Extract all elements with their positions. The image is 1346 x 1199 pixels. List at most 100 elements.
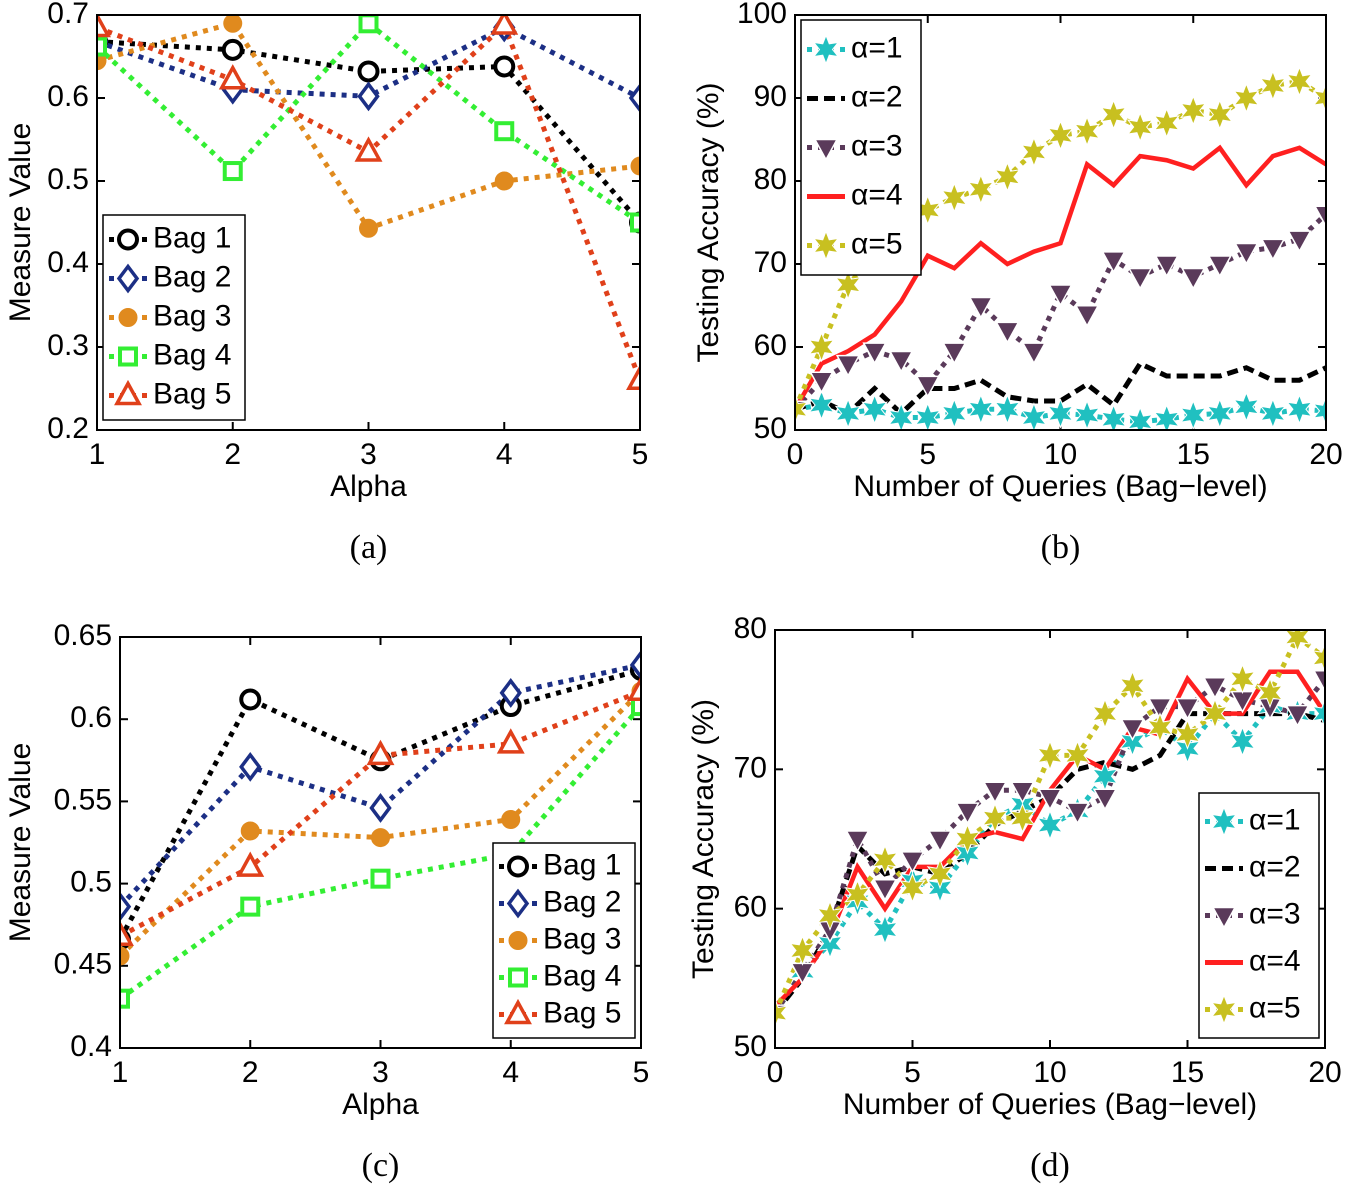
marker [1119,670,1146,702]
marker [1311,642,1325,674]
marker [1180,267,1206,291]
legend-marker [508,931,528,950]
x-tick-label: 0 [767,1056,784,1089]
legend-label: Bag 4 [543,959,621,992]
marker [1119,726,1146,757]
legend-label: Bag 2 [153,260,231,293]
y-tick-label: 0.3 [47,329,89,362]
legend-label: Bag 1 [543,848,621,881]
marker [630,212,640,233]
legend-label: α=2 [1249,850,1301,883]
marker [795,393,809,425]
legend-label: α=1 [1249,803,1301,836]
y-axis-label: Testing Accuracy (%) [687,699,720,979]
x-tick-label: 10 [1033,1056,1066,1089]
marker [240,896,261,917]
marker [1312,395,1326,427]
marker [927,830,953,853]
marker [1074,305,1100,328]
x-tick-label: 10 [1044,438,1077,471]
marker [354,136,383,162]
axes-box [794,14,1327,431]
y-tick-label: 80 [734,612,767,645]
y-tick-label: 80 [754,163,787,196]
x-tick-label: 15 [1171,1056,1204,1089]
x-axis-label: Number of Queries (Bag−level) [843,1088,1257,1121]
series-line [775,633,1325,1015]
marker [240,821,260,841]
marker [1285,704,1310,728]
marker [1229,663,1256,695]
legend-label: α=2 [851,80,903,113]
caption: (d) [1030,1147,1070,1184]
marker [775,997,789,1029]
y-tick-label: 60 [754,329,787,362]
marker [1287,230,1312,253]
marker [1091,698,1119,729]
x-tick-label: 1 [89,438,106,471]
marker [900,851,925,874]
marker [1259,70,1287,101]
y-tick-label: 0.2 [47,412,89,445]
marker [1260,238,1286,261]
marker [1233,82,1260,114]
marker [120,891,132,922]
marker [872,879,898,902]
marker [967,173,995,205]
marker [1286,66,1313,97]
marker [223,15,243,33]
marker [1179,95,1207,126]
legend-marker [114,379,142,406]
marker [1313,205,1326,228]
x-tick-label: 2 [224,438,241,471]
marker [496,728,525,754]
marker [1126,111,1154,143]
legend-label: Bag 5 [543,996,621,1029]
marker [1312,670,1325,693]
legend-label: Bag 1 [153,221,231,254]
marker [968,296,994,320]
marker [239,688,262,711]
legend-label: α=4 [851,178,903,211]
marker [1064,740,1091,771]
y-tick-label: 70 [754,246,787,279]
marker [845,830,870,853]
y-tick-label: 0.5 [70,866,112,899]
legend-marker [1210,994,1238,1025]
marker [627,675,641,702]
marker [371,828,390,848]
legend-marker [508,967,528,988]
marker [120,920,134,946]
marker [490,15,519,35]
marker [981,802,1009,834]
marker [1020,402,1048,430]
marker [1010,781,1035,804]
marker [1126,406,1154,430]
legend-marker [118,346,138,367]
plot-area [97,15,640,390]
plot-area [775,630,1325,1029]
marker [1206,398,1234,429]
marker [887,402,915,430]
legend-label: Bag 3 [543,922,621,955]
axes-box [774,629,1326,1049]
marker [809,371,834,394]
marker [954,823,981,855]
series-line [97,20,640,232]
series-line [97,39,640,225]
y-tick-label: 70 [734,751,767,784]
legend-label: α=5 [1249,991,1301,1024]
legend-label: α=3 [851,129,903,162]
marker [494,121,515,142]
legend-label: Bag 3 [153,299,231,332]
marker [1100,403,1127,430]
marker [97,36,107,57]
marker [1065,802,1090,825]
marker [888,350,914,374]
marker [97,15,111,38]
y-axis-label: Testing Accuracy (%) [692,82,725,362]
y-tick-label: 0.6 [47,80,89,113]
marker [222,161,243,182]
marker [358,15,379,34]
